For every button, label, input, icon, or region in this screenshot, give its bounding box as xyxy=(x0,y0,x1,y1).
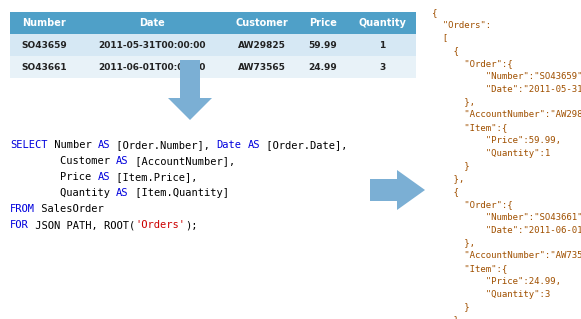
Text: AS: AS xyxy=(98,140,110,150)
Text: "Date":"2011-06-01T00:00:00": "Date":"2011-06-01T00:00:00" xyxy=(432,226,581,234)
Text: }: } xyxy=(432,162,469,171)
Text: "Item":{: "Item":{ xyxy=(432,123,507,132)
Text: Customer: Customer xyxy=(10,156,116,166)
Polygon shape xyxy=(397,170,425,210)
Text: "Price":59.99,: "Price":59.99, xyxy=(432,136,561,145)
Polygon shape xyxy=(168,98,212,120)
Text: SO43659: SO43659 xyxy=(21,41,67,49)
Text: AW73565: AW73565 xyxy=(238,63,286,71)
FancyBboxPatch shape xyxy=(348,12,416,34)
Text: {: { xyxy=(432,46,459,56)
FancyBboxPatch shape xyxy=(10,12,78,34)
FancyBboxPatch shape xyxy=(10,56,78,78)
Text: AS: AS xyxy=(116,188,129,198)
Text: FROM: FROM xyxy=(10,204,35,214)
Text: "Price":24.99,: "Price":24.99, xyxy=(432,277,561,286)
Text: 24.99: 24.99 xyxy=(309,63,338,71)
Text: Customer: Customer xyxy=(236,18,288,28)
Text: [AccountNumber],: [AccountNumber], xyxy=(129,156,235,166)
Text: "Orders":: "Orders": xyxy=(432,21,491,30)
Text: }: } xyxy=(432,302,469,311)
FancyBboxPatch shape xyxy=(348,56,416,78)
Text: 3: 3 xyxy=(379,63,385,71)
Text: );: ); xyxy=(185,220,198,230)
Text: 2011-05-31T00:00:00: 2011-05-31T00:00:00 xyxy=(98,41,206,49)
FancyBboxPatch shape xyxy=(226,12,298,34)
Text: AS: AS xyxy=(116,156,129,166)
Text: Date: Date xyxy=(139,18,165,28)
Text: [: [ xyxy=(432,33,448,43)
Text: "AccountNumber":"AW29825",: "AccountNumber":"AW29825", xyxy=(432,110,581,119)
Text: },: }, xyxy=(432,174,464,183)
Text: Quantity: Quantity xyxy=(10,188,116,198)
FancyBboxPatch shape xyxy=(226,34,298,56)
FancyBboxPatch shape xyxy=(10,34,78,56)
Text: [Item.Price],: [Item.Price], xyxy=(110,172,198,182)
Text: SalesOrder: SalesOrder xyxy=(35,204,104,214)
Text: },: }, xyxy=(432,238,475,248)
Text: {: { xyxy=(432,187,459,196)
Text: "Order":{: "Order":{ xyxy=(432,200,512,209)
Text: "Quantity":3: "Quantity":3 xyxy=(432,290,550,299)
FancyBboxPatch shape xyxy=(78,56,226,78)
Text: Price: Price xyxy=(10,172,98,182)
Text: Number: Number xyxy=(48,140,98,150)
Text: 1: 1 xyxy=(379,41,385,49)
Text: Date: Date xyxy=(216,140,241,150)
Text: "Number":"SO43661",: "Number":"SO43661", xyxy=(432,213,581,222)
Text: 2011-06-01T00:00:00: 2011-06-01T00:00:00 xyxy=(98,63,206,71)
Text: "Date":"2011-05-31T00:00:00": "Date":"2011-05-31T00:00:00" xyxy=(432,85,581,94)
FancyBboxPatch shape xyxy=(226,56,298,78)
Text: Price: Price xyxy=(309,18,337,28)
Text: [Order.Number],: [Order.Number], xyxy=(110,140,216,150)
Text: "Quantity":1: "Quantity":1 xyxy=(432,149,550,158)
Text: JSON PATH, ROOT(: JSON PATH, ROOT( xyxy=(28,220,135,230)
FancyBboxPatch shape xyxy=(78,34,226,56)
FancyBboxPatch shape xyxy=(78,12,226,34)
Text: SO43661: SO43661 xyxy=(21,63,67,71)
Polygon shape xyxy=(370,179,397,201)
Text: [Item.Quantity]: [Item.Quantity] xyxy=(129,188,229,198)
FancyBboxPatch shape xyxy=(298,34,348,56)
Text: "Number":"SO43659",: "Number":"SO43659", xyxy=(432,72,581,81)
Text: "AccountNumber":"AW73565",: "AccountNumber":"AW73565", xyxy=(432,251,581,260)
Text: AS: AS xyxy=(98,172,110,182)
Text: },: }, xyxy=(432,98,475,107)
Text: }: } xyxy=(432,315,459,319)
FancyBboxPatch shape xyxy=(298,56,348,78)
Polygon shape xyxy=(180,60,200,98)
Text: Quantity: Quantity xyxy=(358,18,406,28)
Text: [Order.Date],: [Order.Date], xyxy=(260,140,347,150)
Text: "Item":{: "Item":{ xyxy=(432,264,507,273)
Text: 59.99: 59.99 xyxy=(309,41,338,49)
Text: AW29825: AW29825 xyxy=(238,41,286,49)
FancyBboxPatch shape xyxy=(348,34,416,56)
Text: "Order":{: "Order":{ xyxy=(432,59,512,68)
Text: Number: Number xyxy=(22,18,66,28)
Text: AS: AS xyxy=(248,140,260,150)
Text: {: { xyxy=(432,8,437,17)
Text: 'Orders': 'Orders' xyxy=(135,220,185,230)
Text: SELECT: SELECT xyxy=(10,140,48,150)
Text: FOR: FOR xyxy=(10,220,28,230)
FancyBboxPatch shape xyxy=(298,12,348,34)
